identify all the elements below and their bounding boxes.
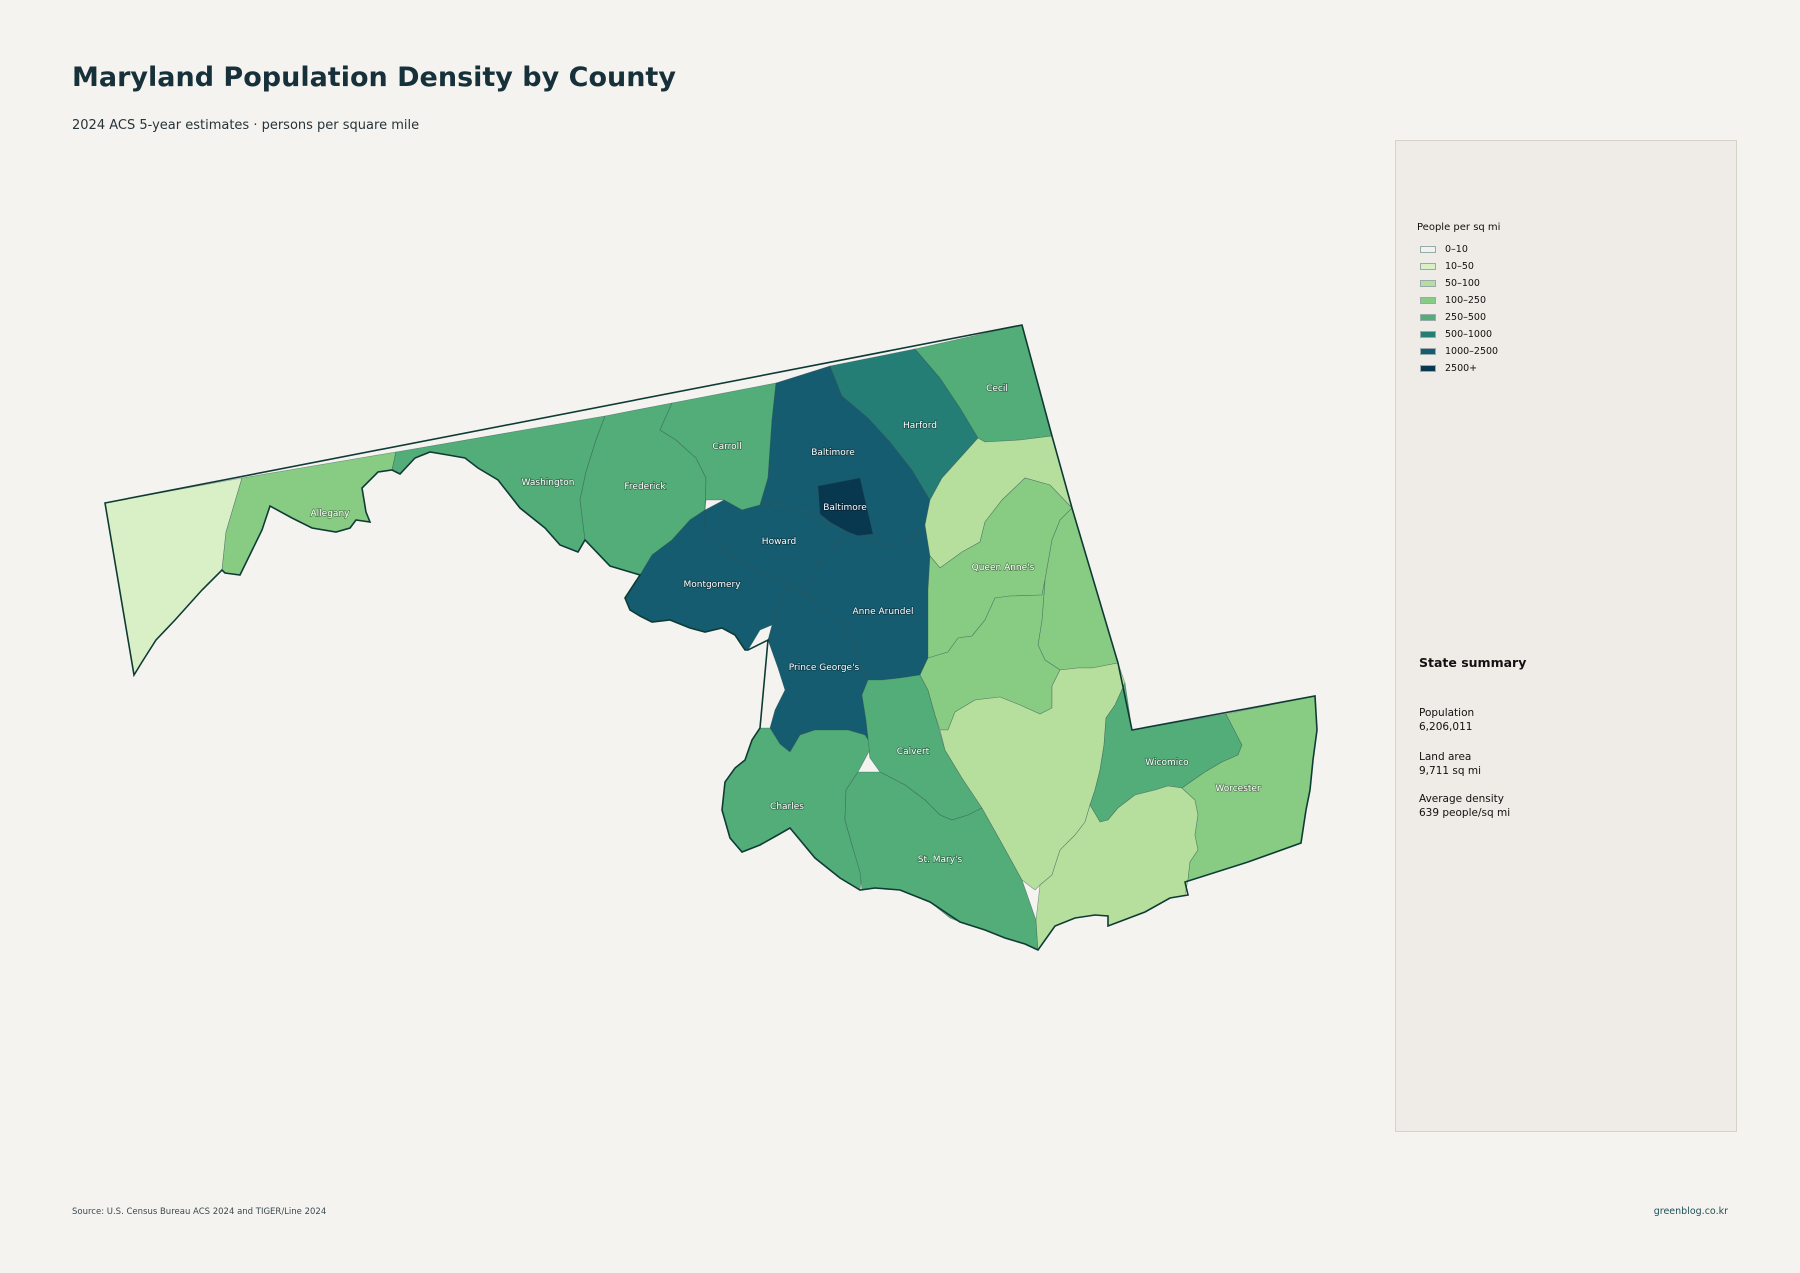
side-panel: People per sq mi 0–10 10–50 50–100 100–2… [1395, 140, 1737, 1132]
density-stat: Average density 639 people/sq mi [1419, 792, 1510, 820]
legend-item: 100–250 [1420, 292, 1498, 309]
legend-swatch [1420, 246, 1436, 253]
legend-label: 2500+ [1445, 363, 1478, 374]
label-carroll: Carroll [712, 442, 741, 452]
label-worcester: Worcester [1215, 784, 1261, 794]
label-queen-annes: Queen Anne's [972, 563, 1035, 573]
legend-swatch [1420, 297, 1436, 304]
county-garrett[interactable] [104, 477, 243, 676]
legend-item: 250–500 [1420, 309, 1498, 326]
legend-swatch [1420, 331, 1436, 338]
land-area-value: 9,711 sq mi [1419, 765, 1482, 777]
legend-swatch [1420, 348, 1436, 355]
population-value: 6,206,011 [1419, 721, 1473, 733]
population-label: Population [1419, 707, 1475, 719]
label-st-marys: St. Mary's [918, 855, 963, 865]
legend-label: 1000–2500 [1445, 346, 1499, 357]
legend-title: People per sq mi [1417, 222, 1501, 233]
legend-item: 500–1000 [1420, 326, 1498, 343]
legend-swatch [1420, 263, 1436, 270]
legend-item: 10–50 [1420, 258, 1498, 275]
summary-title: State summary [1419, 655, 1527, 670]
label-baltimore-county: Baltimore [811, 448, 855, 458]
legend-item: 1000–2500 [1420, 343, 1498, 360]
map-subtitle: 2024 ACS 5-year estimates · persons per … [72, 118, 420, 133]
source-note: Source: U.S. Census Bureau ACS 2024 and … [72, 1207, 327, 1217]
county-allegany[interactable] [221, 451, 397, 576]
legend-label: 0–10 [1445, 244, 1468, 255]
label-allegany: Allegany [311, 509, 351, 519]
land-area-stat: Land area 9,711 sq mi [1419, 750, 1481, 778]
label-anne-arundel: Anne Arundel [853, 607, 914, 617]
map-title: Maryland Population Density by County [72, 62, 676, 93]
legend-label: 100–250 [1445, 295, 1487, 306]
label-prince-georges: Prince George's [789, 663, 860, 673]
label-harford: Harford [903, 421, 937, 431]
label-howard: Howard [762, 537, 796, 547]
legend-label: 250–500 [1445, 312, 1487, 323]
legend-label: 50–100 [1445, 278, 1480, 289]
legend-swatch [1420, 314, 1436, 321]
legend-swatch [1420, 365, 1436, 372]
legend-item: 0–10 [1420, 241, 1498, 258]
credit-link[interactable]: greenblog.co.kr [1653, 1206, 1728, 1217]
density-label: Average density [1419, 793, 1504, 805]
legend-item: 2500+ [1420, 360, 1498, 377]
label-calvert: Calvert [897, 747, 930, 757]
label-baltimore-city: Baltimore [823, 503, 867, 513]
state-outline [104, 324, 1318, 952]
label-charles: Charles [770, 802, 804, 812]
population-stat: Population 6,206,011 [1419, 706, 1474, 734]
label-washington: Washington [522, 478, 575, 488]
label-frederick: Frederick [624, 482, 666, 492]
label-wicomico: Wicomico [1145, 758, 1189, 768]
legend-swatch [1420, 280, 1436, 287]
legend-label: 10–50 [1445, 261, 1474, 272]
label-cecil: Cecil [986, 384, 1008, 394]
label-montgomery: Montgomery [683, 580, 741, 590]
density-value: 639 people/sq mi [1419, 807, 1511, 819]
land-area-label: Land area [1419, 751, 1472, 763]
legend-item: 50–100 [1420, 275, 1498, 292]
legend-label: 500–1000 [1445, 329, 1493, 340]
legend: 0–10 10–50 50–100 100–250 250–500 500–10… [1420, 241, 1498, 377]
